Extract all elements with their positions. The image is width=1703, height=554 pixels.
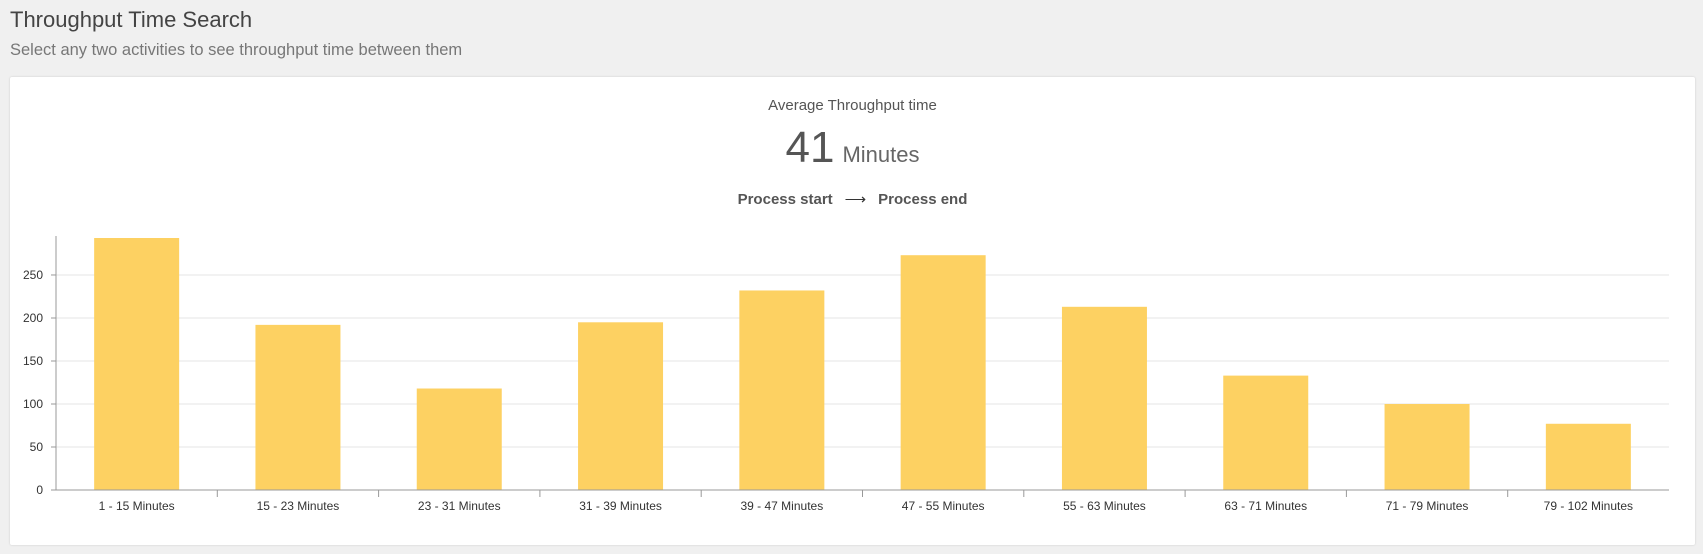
y-tick-label: 100 [23, 397, 43, 411]
x-tick-label: 31 - 39 Minutes [579, 499, 662, 513]
arrow-right-icon: ⟶ [844, 191, 867, 208]
throughput-card: Average Throughput time 41 Minutes Proces… [10, 77, 1695, 545]
metric-value: 41 [785, 123, 835, 172]
x-tick-label: 63 - 71 Minutes [1224, 499, 1307, 513]
metric-unit: Minutes [842, 142, 920, 167]
y-tick-label: 150 [23, 354, 43, 368]
x-tick-label: 23 - 31 Minutes [418, 499, 501, 513]
x-tick-label: 1 - 15 Minutes [99, 499, 175, 513]
bar[interactable] [94, 238, 180, 490]
x-tick-label: 47 - 55 Minutes [902, 499, 985, 513]
x-tick-label: 39 - 47 Minutes [740, 499, 823, 513]
bar[interactable] [578, 322, 664, 490]
metric-label: Average Throughput time [768, 97, 937, 114]
bar[interactable] [1384, 403, 1470, 490]
x-tick-label: 79 - 102 Minutes [1544, 499, 1633, 513]
x-tick-label: 15 - 23 Minutes [257, 499, 340, 513]
x-tick-label: 55 - 63 Minutes [1063, 499, 1146, 513]
from-activity[interactable]: Process start [737, 191, 833, 208]
throughput-bar-chart: 0 50 100 150 200 250 1 - 15 Minutes 15 - 23 Min… [23, 236, 1669, 513]
y-tick-label: 200 [23, 311, 43, 325]
metric-value-row: 41 Minutes [10, 123, 1695, 173]
to-activity[interactable]: Process end [878, 191, 968, 208]
x-tick-label: 71 - 79 Minutes [1386, 499, 1469, 513]
y-tick-label: 250 [23, 268, 43, 282]
bar[interactable] [416, 388, 502, 490]
bar[interactable] [1061, 306, 1147, 490]
y-tick-label: 0 [36, 483, 43, 497]
activity-path: Process start ⟶ Process end [10, 190, 1695, 208]
bar[interactable] [1223, 375, 1309, 490]
bar[interactable] [900, 255, 986, 490]
bar[interactable] [739, 290, 825, 490]
bar[interactable] [1545, 423, 1631, 490]
y-tick-label: 50 [30, 440, 44, 454]
page-title: Throughput Time Search [10, 7, 253, 32]
bar[interactable] [255, 324, 341, 490]
page-subtitle: Select any two activities to see through… [10, 41, 463, 59]
